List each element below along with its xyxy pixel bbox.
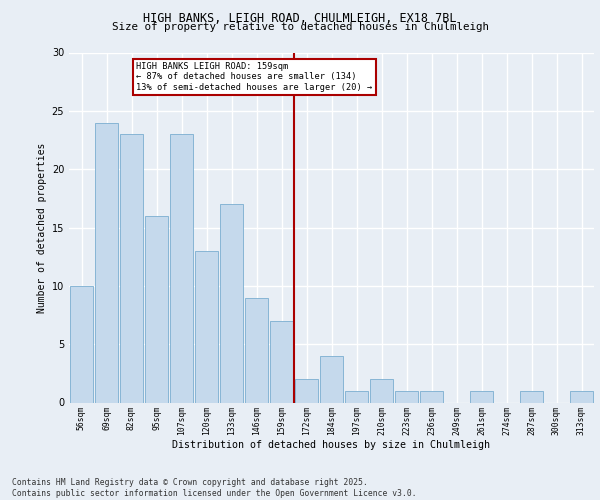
Bar — [295, 379, 319, 402]
Text: HIGH BANKS, LEIGH ROAD, CHULMLEIGH, EX18 7BL: HIGH BANKS, LEIGH ROAD, CHULMLEIGH, EX18… — [143, 12, 457, 26]
Bar — [569, 391, 593, 402]
Bar — [344, 391, 368, 402]
X-axis label: Distribution of detached houses by size in Chulmleigh: Distribution of detached houses by size … — [173, 440, 491, 450]
Bar — [419, 391, 443, 402]
Bar — [470, 391, 493, 402]
Text: Contains HM Land Registry data © Crown copyright and database right 2025.
Contai: Contains HM Land Registry data © Crown c… — [12, 478, 416, 498]
Text: Size of property relative to detached houses in Chulmleigh: Size of property relative to detached ho… — [112, 22, 488, 32]
Bar — [70, 286, 94, 403]
Bar — [145, 216, 169, 402]
Bar — [194, 251, 218, 402]
Bar — [170, 134, 193, 402]
Bar — [320, 356, 343, 403]
Bar — [220, 204, 244, 402]
Bar — [370, 379, 394, 402]
Y-axis label: Number of detached properties: Number of detached properties — [37, 142, 47, 312]
Bar — [119, 134, 143, 402]
Bar — [245, 298, 268, 403]
Bar — [95, 122, 118, 402]
Bar — [520, 391, 544, 402]
Bar — [395, 391, 418, 402]
Text: HIGH BANKS LEIGH ROAD: 159sqm
← 87% of detached houses are smaller (134)
13% of : HIGH BANKS LEIGH ROAD: 159sqm ← 87% of d… — [137, 62, 373, 92]
Bar — [269, 321, 293, 402]
